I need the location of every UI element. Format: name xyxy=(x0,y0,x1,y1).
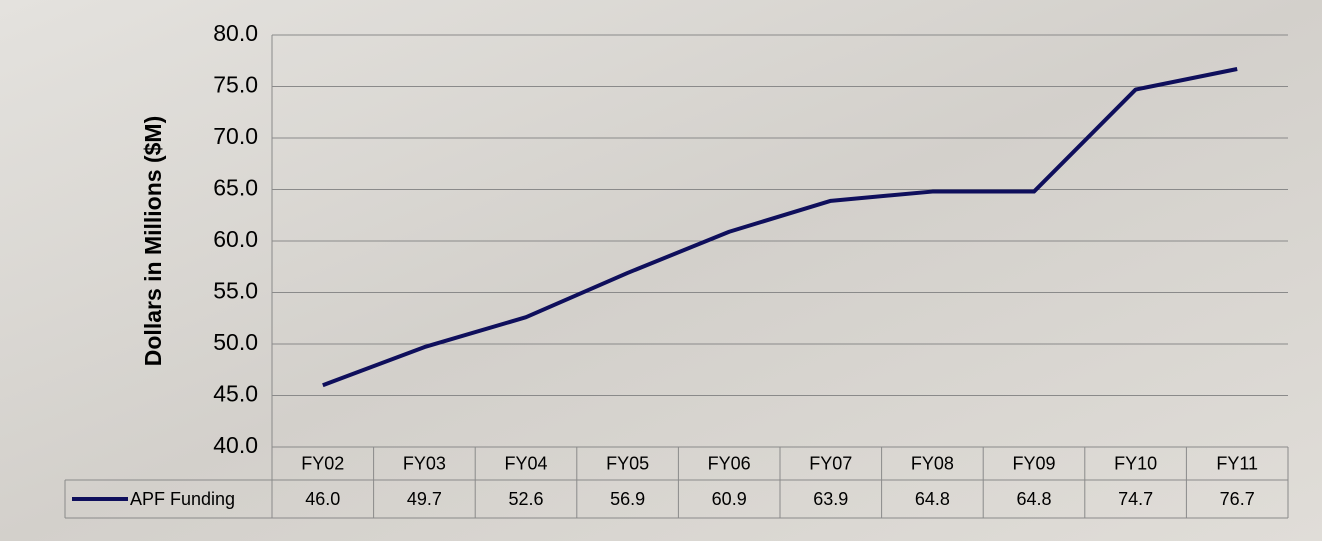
y-axis-title: Dollars in Millions ($M) xyxy=(140,116,166,366)
y-tick-label: 70.0 xyxy=(213,123,258,149)
x-tick-label: FY04 xyxy=(504,453,547,473)
y-tick-label: 75.0 xyxy=(213,72,258,98)
y-tick-label: 65.0 xyxy=(213,175,258,201)
x-tick-label: FY02 xyxy=(301,453,344,473)
data-label: 56.9 xyxy=(610,489,645,509)
y-tick-label: 60.0 xyxy=(213,226,258,252)
data-label: 64.8 xyxy=(915,489,950,509)
x-tick-label: FY09 xyxy=(1012,453,1055,473)
data-label: 64.8 xyxy=(1016,489,1051,509)
data-label: 52.6 xyxy=(508,489,543,509)
data-label: 46.0 xyxy=(305,489,340,509)
data-label: 60.9 xyxy=(712,489,747,509)
y-tick-label: 40.0 xyxy=(213,432,258,458)
x-tick-label: FY11 xyxy=(1216,453,1258,473)
data-label: 49.7 xyxy=(407,489,442,509)
page: Dollars in Millions ($M) 40.0 45.0 50.0 55.… xyxy=(0,0,1322,541)
x-tick-label: FY07 xyxy=(809,453,852,473)
y-tick-label: 50.0 xyxy=(213,329,258,355)
chart: Dollars in Millions ($M) 40.0 45.0 50.0 55.… xyxy=(0,0,1322,541)
y-tick-label: 45.0 xyxy=(213,381,258,407)
x-tick-label: FY03 xyxy=(403,453,446,473)
x-tick-label: FY06 xyxy=(708,453,751,473)
legend-label: APF Funding xyxy=(130,489,235,509)
y-tick-label: 55.0 xyxy=(213,278,258,304)
x-tick-label: FY10 xyxy=(1114,453,1157,473)
data-label: 74.7 xyxy=(1118,489,1153,509)
x-tick-label: FY08 xyxy=(911,453,954,473)
data-label: 63.9 xyxy=(813,489,848,509)
x-tick-label: FY05 xyxy=(606,453,649,473)
y-tick-label: 80.0 xyxy=(213,20,258,46)
data-label: 76.7 xyxy=(1220,489,1255,509)
